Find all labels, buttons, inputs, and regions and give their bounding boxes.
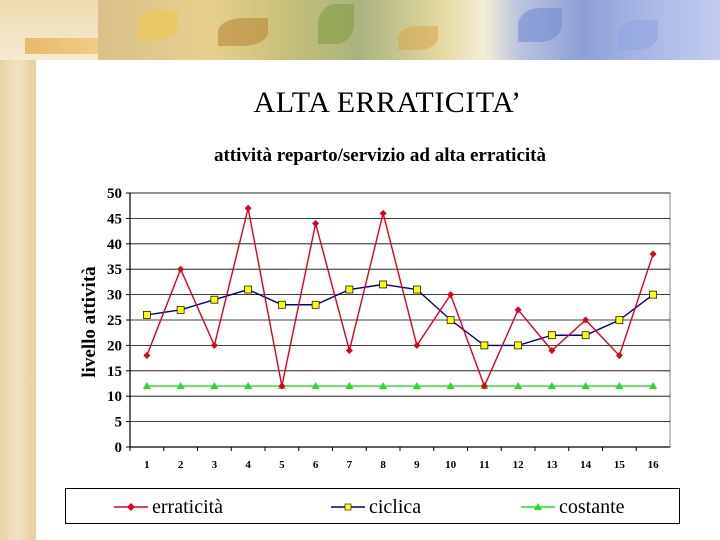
legend-item-costante: costante (521, 495, 625, 519)
point-ciclica (446, 316, 455, 324)
point-erraticita (480, 382, 488, 390)
x-tick-label: 15 (614, 459, 626, 471)
x-tick-label: 9 (414, 459, 420, 471)
point-erraticita (143, 352, 151, 360)
point-erraticita (548, 346, 556, 354)
legend-label-ciclica: ciclica (369, 495, 422, 518)
y-tick-label: 5 (115, 415, 123, 431)
x-tick-label: 11 (479, 459, 489, 471)
y-tick-label: 10 (107, 389, 122, 405)
point-costante (514, 382, 523, 390)
point-ciclica (379, 280, 387, 289)
point-erraticita (447, 291, 455, 299)
y-tick-label: 25 (107, 313, 122, 329)
point-ciclica (311, 300, 320, 309)
point-costante (379, 382, 388, 390)
x-tick-label: 6 (313, 459, 319, 471)
x-tick-label: 14 (580, 459, 592, 471)
paper-texture-left (0, 0, 36, 540)
point-costante (547, 382, 556, 390)
decorative-banner (98, 0, 720, 60)
y-tick-label: 30 (107, 288, 122, 304)
point-costante (581, 382, 590, 390)
point-ciclica (581, 331, 590, 340)
point-erraticita (244, 204, 252, 212)
point-ciclica (615, 316, 624, 324)
legend-item-erraticita: erraticità (114, 495, 223, 519)
point-erraticita (278, 382, 286, 390)
x-tick-label: 13 (546, 459, 558, 471)
legend-label-erraticita: erraticità (152, 495, 224, 518)
point-ciclica (480, 341, 489, 350)
legend-item-ciclica: ciclica (331, 495, 421, 519)
point-erraticita (345, 346, 353, 354)
x-tick-label: 7 (347, 459, 353, 471)
y-tick-label: 0 (115, 440, 123, 456)
x-tick-label: 3 (212, 459, 218, 471)
legend-swatch-ciclica (331, 503, 365, 511)
point-erraticita (615, 352, 623, 360)
point-costante (176, 382, 185, 390)
x-tick-label: 1 (144, 459, 150, 471)
x-tick-label: 12 (513, 459, 525, 471)
x-tick-label: 16 (648, 459, 660, 471)
slide-title: ALTA ERRATICITA’ (253, 86, 522, 119)
x-tick-label: 2 (178, 459, 184, 471)
y-tick-label: 15 (107, 364, 122, 380)
legend-swatch-costante (521, 503, 555, 510)
chart-title: attività reparto/servizio ad alta errati… (213, 145, 547, 166)
x-tick-label: 8 (380, 459, 386, 471)
point-ciclica (649, 290, 657, 299)
point-ciclica (244, 285, 252, 294)
point-ciclica (143, 311, 151, 319)
legend-swatch-erraticita (114, 503, 148, 511)
point-costante (446, 382, 455, 390)
banner-strip (25, 38, 98, 54)
point-ciclica (345, 285, 354, 294)
point-erraticita (514, 306, 522, 314)
point-ciclica (278, 300, 286, 309)
point-costante (615, 382, 624, 390)
point-erraticita (649, 250, 657, 258)
point-costante (210, 382, 219, 390)
y-tick-label: 50 (107, 186, 122, 202)
chart-legend: erraticità ciclica costante (65, 488, 680, 524)
x-tick-label: 5 (279, 459, 285, 471)
legend-label-costante: costante (559, 495, 625, 518)
point-costante (345, 382, 354, 390)
point-ciclica (514, 341, 522, 350)
point-costante (412, 382, 421, 390)
point-costante (649, 382, 658, 390)
point-erraticita (177, 265, 185, 273)
x-tick-label: 10 (445, 459, 457, 471)
y-tick-label: 20 (107, 338, 122, 354)
point-erraticita (312, 219, 320, 227)
point-erraticita (210, 341, 218, 349)
y-tick-label: 35 (107, 262, 122, 278)
point-costante (244, 382, 253, 390)
point-ciclica (413, 285, 421, 294)
point-ciclica (176, 305, 185, 314)
point-erraticita (582, 316, 590, 324)
point-erraticita (379, 209, 387, 217)
y-tick-label: 45 (107, 211, 122, 227)
point-costante (311, 382, 320, 390)
x-tick-label: 4 (245, 459, 251, 471)
y-tick-label: 40 (107, 237, 122, 253)
point-erraticita (413, 341, 421, 349)
series-line-erraticita (146, 208, 654, 388)
point-costante (142, 382, 151, 390)
point-ciclica (548, 331, 556, 340)
point-ciclica (210, 295, 219, 304)
